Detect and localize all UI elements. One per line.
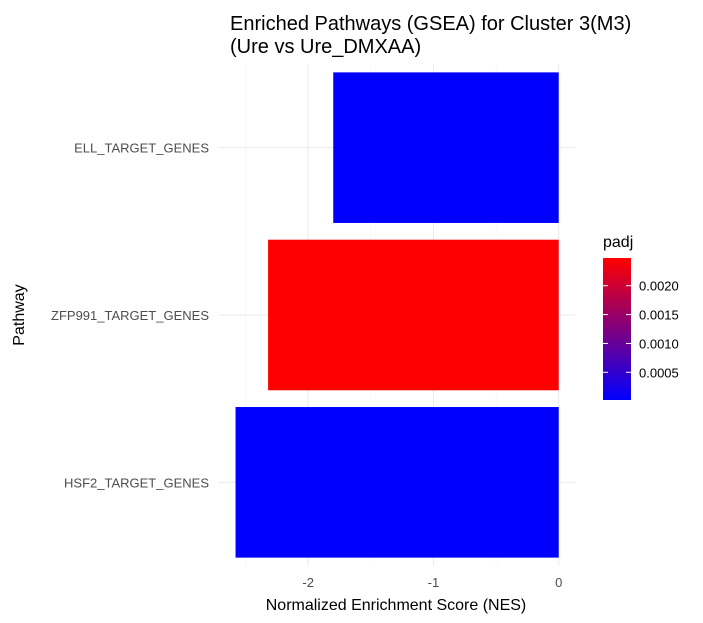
x-tick-label: -1 bbox=[428, 575, 440, 590]
legend-tick-label: 0.0005 bbox=[639, 365, 679, 380]
y-axis-tick-labels: HSF2_TARGET_GENES ZFP991_TARGET_GENES ELL_… bbox=[51, 141, 209, 491]
legend-tick-label: 0.0015 bbox=[639, 308, 679, 323]
legend-title: padj bbox=[603, 234, 633, 251]
bar-hsf2-target-genes bbox=[235, 407, 559, 558]
y-tick-label: ELL_TARGET_GENES bbox=[74, 141, 209, 156]
y-tick-label: HSF2_TARGET_GENES bbox=[64, 475, 209, 490]
bar-zfp991-target-genes bbox=[268, 239, 559, 391]
bar-ell-target-genes bbox=[333, 72, 559, 223]
x-axis-tick-labels: -2 -1 0 bbox=[302, 575, 562, 590]
chart-subtitle: (Ure vs Ure_DMXAA) bbox=[230, 36, 421, 58]
legend-ticks: 0.0005 0.0010 0.0015 0.0020 bbox=[603, 279, 679, 380]
x-axis-title: Normalized Enrichment Score (NES) bbox=[266, 597, 527, 614]
bars bbox=[235, 72, 559, 558]
padj-legend: padj 0.0005 0.0010 0.0015 0.0020 bbox=[603, 234, 679, 400]
x-tick-label: -2 bbox=[302, 575, 314, 590]
x-tick-label: 0 bbox=[555, 575, 562, 590]
legend-tick-label: 0.0010 bbox=[639, 336, 679, 351]
y-axis-title: Pathway bbox=[11, 284, 28, 345]
chart-title: Enriched Pathways (GSEA) for Cluster 3(M… bbox=[230, 13, 631, 35]
legend-colorbar bbox=[603, 258, 631, 400]
legend-tick-label: 0.0020 bbox=[639, 279, 679, 294]
y-tick-label: ZFP991_TARGET_GENES bbox=[51, 308, 209, 323]
